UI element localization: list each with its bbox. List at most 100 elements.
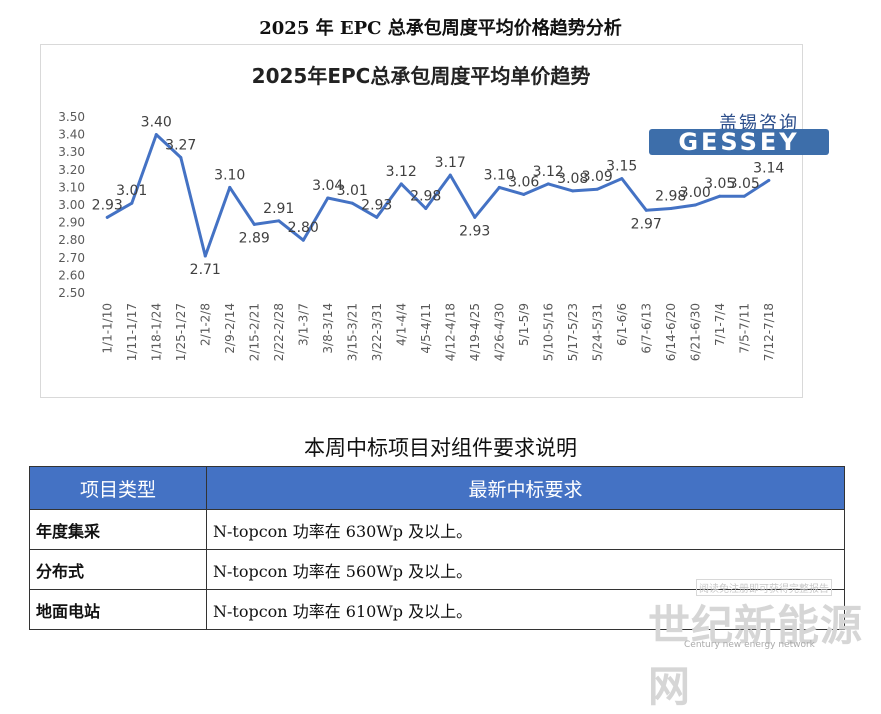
data-point <box>424 207 428 211</box>
x-tick-label: 3/8-3/14 <box>321 303 335 354</box>
data-point <box>669 207 673 211</box>
row-type: 年度集采 <box>29 509 207 550</box>
watermark-small: 阅读免注册即可获得完整报告 <box>696 579 832 596</box>
data-label: 3.15 <box>606 159 637 175</box>
y-tick-label: 3.10 <box>58 180 85 194</box>
data-point <box>203 254 207 258</box>
x-tick-label: 6/1-6/6 <box>615 303 629 346</box>
gessey-logo: 盖锡咨询 GESSEY <box>649 107 829 159</box>
y-tick-label: 2.60 <box>58 268 85 282</box>
data-point <box>326 196 330 200</box>
data-point <box>546 182 550 186</box>
data-label: 3.14 <box>753 160 784 176</box>
header-project-type: 项目类型 <box>29 466 207 510</box>
x-tick-label: 5/10-5/16 <box>541 303 555 361</box>
data-point <box>301 238 305 242</box>
x-tick-label: 5/24-5/31 <box>590 303 604 361</box>
header-requirement: 最新中标要求 <box>206 466 845 510</box>
x-tick-label: 6/21-6/30 <box>688 303 702 361</box>
data-point <box>718 194 722 198</box>
data-label: 3.10 <box>214 167 245 183</box>
data-label: 3.01 <box>337 183 368 199</box>
row-requirement: N-topcon 功率在 610Wp 及以上。 <box>206 589 845 630</box>
watermark-big: 世纪新能源网 <box>648 601 864 711</box>
x-tick-label: 1/1-1/10 <box>100 303 114 354</box>
line-chart: 2025年EPC总承包周度平均单价趋势 2.50 2.60 2.70 2.80 2.90 3… <box>40 44 829 398</box>
data-label: 3.09 <box>582 169 613 185</box>
data-point <box>350 201 354 205</box>
table-row: 年度集采 N-topcon 功率在 630Wp 及以上。 <box>29 509 845 550</box>
data-point <box>375 215 379 219</box>
data-label: 3.40 <box>141 115 172 131</box>
x-tick-label: 4/1-4/4 <box>394 303 408 346</box>
data-point <box>130 201 134 205</box>
x-tick-label: 2/9-2/14 <box>223 303 237 354</box>
table-header-row: 项目类型 最新中标要求 <box>29 466 845 510</box>
x-tick-label: 2/22-2/28 <box>272 303 286 361</box>
x-tick-label: 5/1-5/9 <box>517 303 531 346</box>
data-label: 2.71 <box>190 262 221 278</box>
data-label: 3.12 <box>386 164 417 180</box>
y-tick-label: 2.90 <box>58 216 85 230</box>
data-label: 3.17 <box>435 155 466 171</box>
x-tick-label: 4/19-4/25 <box>468 303 482 361</box>
data-label: 2.93 <box>361 197 392 213</box>
x-tick-label: 1/11-1/17 <box>125 303 139 361</box>
data-label: 2.97 <box>631 216 662 232</box>
data-label: 3.12 <box>533 164 564 180</box>
data-point <box>644 208 648 212</box>
data-label: 3.08 <box>557 171 588 187</box>
y-tick-label: 2.50 <box>58 286 85 300</box>
x-tick-label: 1/18-1/24 <box>149 303 163 361</box>
x-tick-label: 4/26-4/30 <box>492 303 506 361</box>
data-point <box>473 215 477 219</box>
data-point <box>448 173 452 177</box>
chart-svg: 2025年EPC总承包周度平均单价趋势 2.50 2.60 2.70 2.80 2.90 3… <box>58 64 784 361</box>
x-tick-label: 2/1-2/8 <box>198 303 212 346</box>
data-point <box>620 177 624 181</box>
x-tick-label: 7/5-7/11 <box>737 303 751 354</box>
data-point <box>105 215 109 219</box>
row-type: 地面电站 <box>29 589 207 630</box>
data-point <box>179 155 183 159</box>
data-label: 3.05 <box>704 176 735 192</box>
data-label: 3.27 <box>165 137 196 153</box>
x-tick-label: 3/22-3/31 <box>370 303 384 361</box>
data-point <box>252 222 256 226</box>
data-point <box>497 185 501 189</box>
y-tick-label: 2.70 <box>58 251 85 265</box>
data-label: 3.00 <box>680 185 711 201</box>
table-title: 本周中标项目对组件要求说明 <box>304 436 577 460</box>
watermark-en: Century new energy network <box>684 640 815 650</box>
data-point <box>693 203 697 207</box>
x-tick-label: 7/1-7/4 <box>713 303 727 346</box>
y-tick-label: 3.20 <box>58 163 85 177</box>
requirements-table: 项目类型 最新中标要求 年度集采 N-topcon 功率在 630Wp 及以上。… <box>29 466 845 630</box>
data-label: 3.01 <box>116 183 147 199</box>
data-point <box>277 219 281 223</box>
row-type: 分布式 <box>29 549 207 590</box>
y-tick-label: 3.30 <box>58 145 85 159</box>
data-point <box>571 189 575 193</box>
row-requirement: N-topcon 功率在 630Wp 及以上。 <box>206 509 845 550</box>
x-tick-label: 4/12-4/18 <box>443 303 457 361</box>
x-tick-label: 4/5-4/11 <box>419 303 433 354</box>
data-label: 2.98 <box>410 189 441 205</box>
y-tick-label: 3.50 <box>58 110 85 124</box>
data-point <box>522 192 526 196</box>
data-point <box>767 178 771 182</box>
data-label: 2.89 <box>239 230 270 246</box>
data-point <box>228 185 232 189</box>
data-label: 2.98 <box>655 189 686 205</box>
data-point <box>154 133 158 137</box>
data-label: 2.91 <box>263 201 294 217</box>
data-label: 2.93 <box>459 223 490 239</box>
chart-title: 2025年EPC总承包周度平均单价趋势 <box>252 64 591 88</box>
data-point <box>399 182 403 186</box>
logo-cn-text: 盖锡咨询 <box>719 113 799 134</box>
y-tick-label: 3.00 <box>58 198 85 212</box>
data-label: 3.06 <box>508 174 539 190</box>
data-label: 2.80 <box>288 220 319 236</box>
page-title: 2025 年 EPC 总承包周度平均价格趋势分析 <box>259 18 622 39</box>
x-tick-label: 1/25-1/27 <box>174 303 188 361</box>
